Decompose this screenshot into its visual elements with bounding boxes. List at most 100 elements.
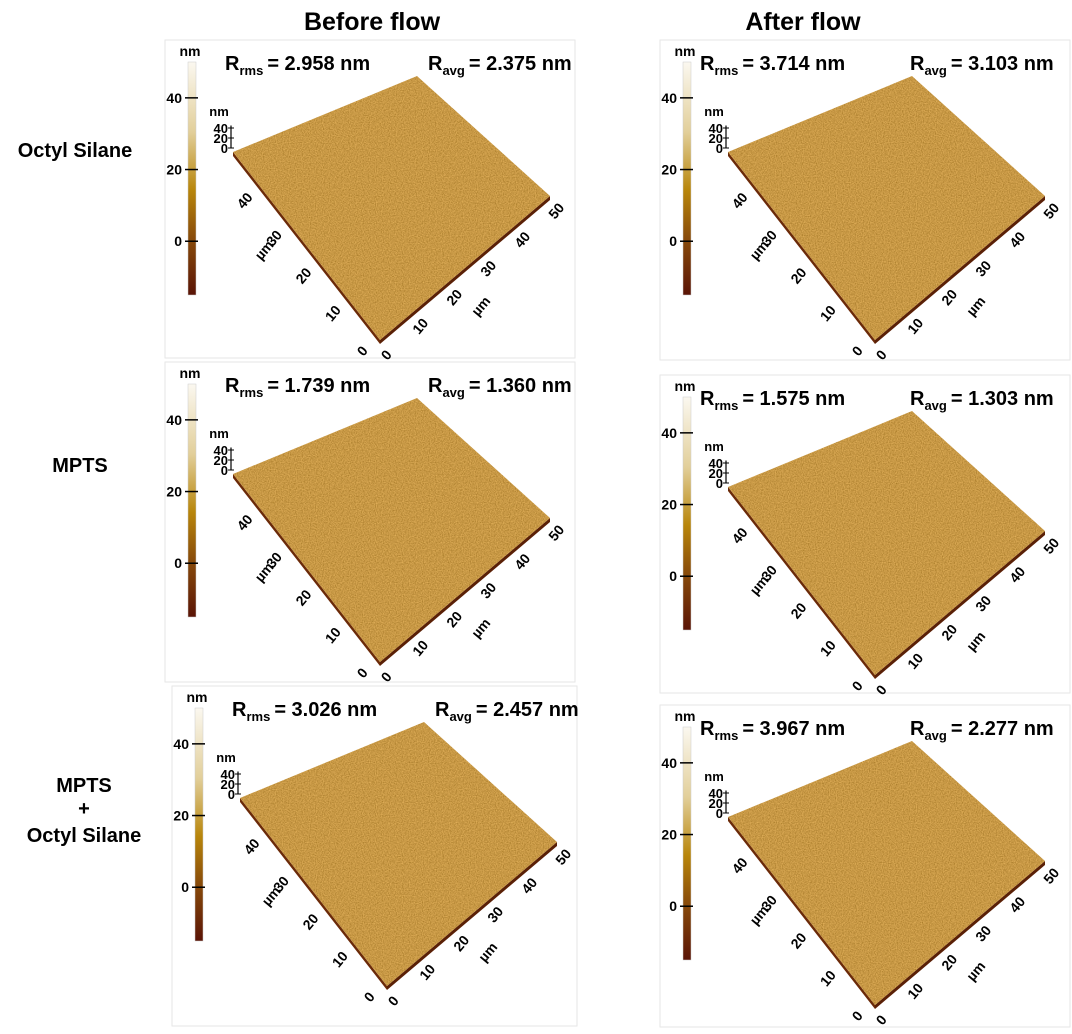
axis-tick-label: 30 xyxy=(477,257,499,279)
z-axis-tick-label: 40 xyxy=(709,456,723,471)
colorbar-tick-label: 20 xyxy=(166,484,182,500)
axis-tick-label: 40 xyxy=(1006,893,1028,915)
symbol: R xyxy=(910,388,925,410)
axis-tick-label: 20 xyxy=(938,621,960,643)
axis-tick-label: 40 xyxy=(511,550,533,572)
colorbar xyxy=(188,62,196,295)
axis-tick-label: 10 xyxy=(904,650,926,672)
axis-tick-label: 10 xyxy=(817,637,839,659)
roughness-label: Ravg = 1.303 nm xyxy=(910,388,1054,413)
symbol: R xyxy=(435,699,450,721)
axis-unit: µm xyxy=(468,615,493,641)
z-axis-tick-label: 40 xyxy=(214,121,228,136)
roughness-label: Rrms= 2.958 nm xyxy=(225,53,370,78)
axis-unit: µm xyxy=(963,628,988,654)
roughness-value: = 2.457 nm xyxy=(476,699,579,721)
roughness-label: Rrms= 3.714 nm xyxy=(700,53,845,78)
colorbar-tick-label: 0 xyxy=(669,898,677,914)
axis-tick-label: 40 xyxy=(233,189,255,211)
roughness-label: Rrms = 1.575 nm xyxy=(700,388,845,413)
axis-tick-label: 20 xyxy=(938,951,960,973)
subscript: avg xyxy=(924,63,946,78)
axis-tick-label: 20 xyxy=(292,264,314,286)
colorbar xyxy=(195,708,203,941)
axis-tick-label: 0 xyxy=(354,665,371,681)
axis-tick-label: 20 xyxy=(450,932,472,954)
axis-tick-label: 10 xyxy=(322,624,344,646)
subscript: rms xyxy=(714,398,738,413)
colorbar-tick-label: 40 xyxy=(166,90,182,106)
axis-tick-label: 20 xyxy=(787,599,809,621)
colorbar-tick-label: 0 xyxy=(669,568,677,584)
afm-surface xyxy=(233,398,550,662)
axis-tick-label: 0 xyxy=(873,1012,890,1028)
axis-tick-label: 0 xyxy=(873,682,890,698)
roughness-value: = 2.958 nm xyxy=(267,53,370,75)
axis-tick-label: 40 xyxy=(1006,563,1028,585)
axis-tick-label: 40 xyxy=(728,189,750,211)
row-label: MPTS xyxy=(56,775,112,797)
axis-unit: µm xyxy=(963,958,988,984)
colorbar-tick-label: 20 xyxy=(661,827,677,843)
row-label: + xyxy=(78,798,90,820)
z-axis-unit: nm xyxy=(209,104,229,119)
colorbar-unit: nm xyxy=(180,365,201,381)
colorbar xyxy=(188,384,196,617)
axis-tick-label: 40 xyxy=(511,228,533,250)
row-label: Octyl Silane xyxy=(27,825,142,847)
afm-surface xyxy=(728,741,1045,1005)
z-axis-tick-label: 40 xyxy=(709,121,723,136)
axis-tick-label: 50 xyxy=(1040,200,1062,222)
symbol: R xyxy=(232,699,247,721)
symbol: R xyxy=(700,53,715,75)
roughness-value: = 1.303 nm xyxy=(951,388,1054,410)
subscript: avg xyxy=(924,728,946,743)
axis-tick-label: 10 xyxy=(329,948,351,970)
axis-tick-label: 40 xyxy=(728,524,750,546)
subscript: avg xyxy=(442,63,464,78)
row-label: MPTS xyxy=(52,455,108,477)
z-axis-unit: nm xyxy=(704,769,724,784)
axis-tick-label: 0 xyxy=(354,343,371,359)
roughness-label: Rrms= 3.026 nm xyxy=(232,699,377,724)
colorbar xyxy=(683,62,691,295)
z-axis-unit: nm xyxy=(209,426,229,441)
symbol: R xyxy=(910,53,925,75)
colorbar-tick-label: 0 xyxy=(174,233,182,249)
axis-tick-label: 20 xyxy=(443,608,465,630)
subscript: rms xyxy=(239,63,263,78)
axis-tick-label: 0 xyxy=(385,993,402,1009)
roughness-value: = 1.575 nm xyxy=(742,388,845,410)
axis-tick-label: 0 xyxy=(849,343,866,359)
colorbar xyxy=(683,727,691,960)
subscript: avg xyxy=(924,398,946,413)
colorbar xyxy=(683,397,691,630)
colorbar-tick-label: 40 xyxy=(166,412,182,428)
symbol: R xyxy=(910,718,925,740)
roughness-label: Ravg= 3.103 nm xyxy=(910,53,1054,78)
roughness-value: = 2.277 nm xyxy=(951,718,1054,740)
colorbar-tick-label: 40 xyxy=(661,90,677,106)
subscript: rms xyxy=(714,63,738,78)
symbol: R xyxy=(225,375,240,397)
axis-tick-label: 10 xyxy=(322,302,344,324)
axis-tick-label: 10 xyxy=(817,967,839,989)
z-axis-tick-label: 40 xyxy=(221,767,235,782)
colorbar-tick-label: 0 xyxy=(181,879,189,895)
axis-tick-label: 10 xyxy=(409,637,431,659)
symbol: R xyxy=(700,388,715,410)
roughness-label: Ravg = 2.277 nm xyxy=(910,718,1054,743)
colorbar-unit: nm xyxy=(675,378,696,394)
subscript: rms xyxy=(239,385,263,400)
axis-tick-label: 20 xyxy=(299,910,321,932)
axis-tick-label: 40 xyxy=(240,835,262,857)
axis-tick-label: 30 xyxy=(484,903,506,925)
axis-tick-label: 30 xyxy=(972,257,994,279)
afm-surface xyxy=(233,76,550,340)
axis-tick-label: 20 xyxy=(938,286,960,308)
roughness-label: Rrms= 3.967 nm xyxy=(700,718,845,743)
colorbar-tick-label: 0 xyxy=(174,555,182,571)
colorbar-unit: nm xyxy=(180,43,201,59)
colorbar-tick-label: 20 xyxy=(661,162,677,178)
axis-tick-label: 20 xyxy=(292,586,314,608)
